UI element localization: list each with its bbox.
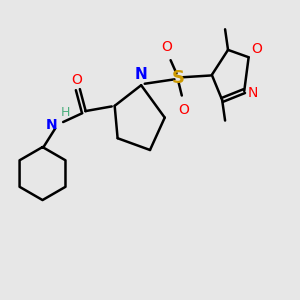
- Text: N: N: [135, 67, 148, 82]
- Text: S: S: [172, 69, 184, 87]
- Text: H: H: [61, 106, 70, 119]
- Text: O: O: [71, 73, 82, 87]
- Text: N: N: [248, 85, 258, 100]
- Text: O: O: [178, 103, 189, 117]
- Text: O: O: [252, 42, 262, 56]
- Text: O: O: [161, 40, 172, 54]
- Text: N: N: [46, 118, 57, 132]
